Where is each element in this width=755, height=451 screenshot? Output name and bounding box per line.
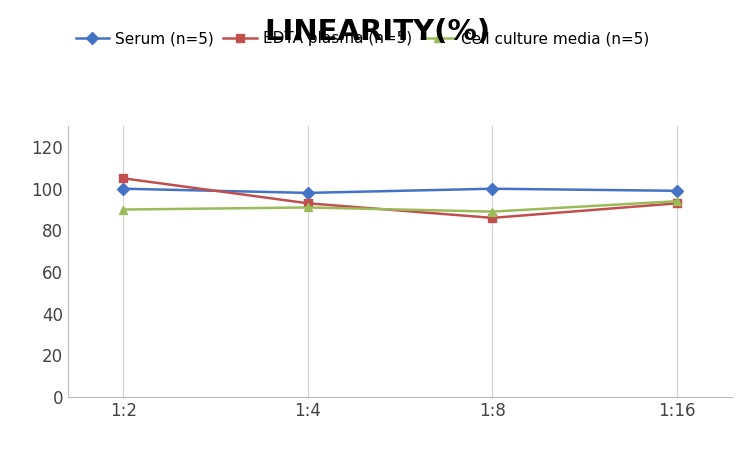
EDTA plasma (n=5) (673, 201, 682, 206)
Cell culture media (n=5) (488, 209, 497, 214)
Legend: Serum (n=5), EDTA plasma (n=5), Cell culture media (n=5): Serum (n=5), EDTA plasma (n=5), Cell cul… (76, 31, 649, 46)
EDTA plasma (n=5) (119, 175, 128, 181)
Text: LINEARITY(%): LINEARITY(%) (264, 18, 491, 46)
Line: Cell culture media (n=5): Cell culture media (n=5) (119, 197, 681, 216)
Cell culture media (n=5) (119, 207, 128, 212)
Serum (n=5) (488, 186, 497, 191)
Serum (n=5) (304, 190, 313, 196)
Line: EDTA plasma (n=5): EDTA plasma (n=5) (119, 174, 681, 222)
Serum (n=5) (119, 186, 128, 191)
EDTA plasma (n=5) (488, 215, 497, 221)
Cell culture media (n=5) (673, 198, 682, 204)
Cell culture media (n=5) (304, 205, 313, 210)
Line: Serum (n=5): Serum (n=5) (119, 184, 681, 197)
EDTA plasma (n=5) (304, 201, 313, 206)
Serum (n=5) (673, 188, 682, 193)
